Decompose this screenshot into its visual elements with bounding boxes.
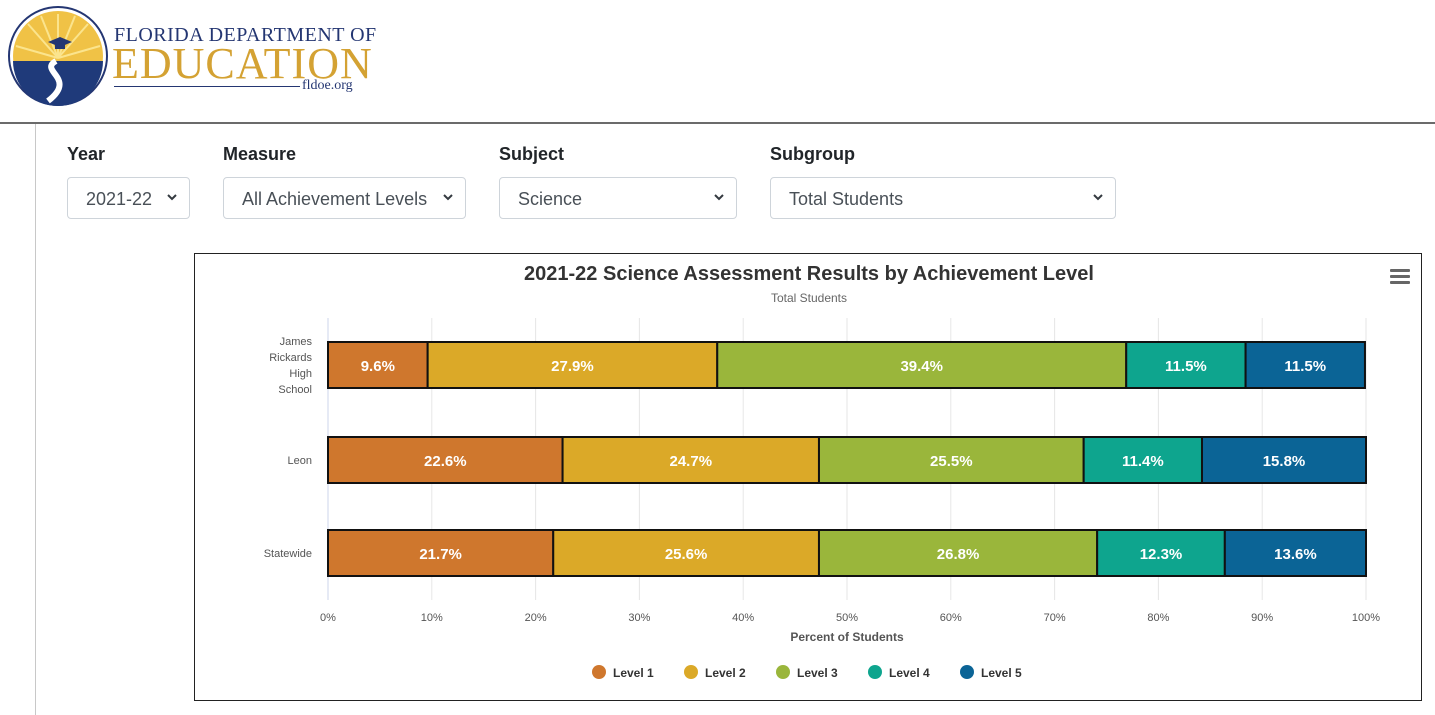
- subgroup-label: Subgroup: [770, 144, 855, 164]
- subgroup-select[interactable]: Total Students: [770, 177, 1116, 219]
- logo-title-line2: EDUCATION: [112, 39, 373, 88]
- data-label: 25.5%: [930, 453, 973, 470]
- bar-segment[interactable]: [1244, 341, 1366, 389]
- legend-label: Level 1: [613, 666, 654, 680]
- logo-divider: [114, 86, 300, 87]
- data-label: 27.9%: [551, 358, 594, 375]
- data-label: 11.4%: [1122, 453, 1164, 470]
- bar-segment[interactable]: [1125, 341, 1247, 389]
- chevron-down-icon: [167, 194, 177, 201]
- x-tick-label: 50%: [836, 612, 858, 624]
- legend-marker: [868, 665, 882, 679]
- x-tick-label: 100%: [1352, 612, 1380, 624]
- legend-item[interactable]: Level 1: [592, 665, 654, 680]
- bar-segment[interactable]: [817, 436, 1085, 484]
- data-label: 25.6%: [665, 546, 708, 563]
- x-tick-label: 30%: [628, 612, 650, 624]
- bar-segment[interactable]: [1200, 436, 1367, 484]
- year-select-value: 2021-22: [86, 189, 153, 209]
- data-label: 39.4%: [900, 358, 943, 375]
- bar-segment[interactable]: [716, 341, 1128, 389]
- legend-item[interactable]: Level 3: [776, 665, 838, 680]
- x-tick-label: 0%: [320, 612, 336, 624]
- left-divider: [35, 124, 36, 715]
- measure-label: Measure: [223, 144, 297, 164]
- chart-menu-icon[interactable]: [1390, 269, 1410, 285]
- bar-segment[interactable]: [1082, 436, 1203, 484]
- bar-segment[interactable]: [327, 436, 564, 484]
- data-label: 11.5%: [1165, 358, 1207, 375]
- florida-seal-icon: [8, 6, 108, 106]
- legend-label: Level 5: [981, 666, 1022, 680]
- legend-item[interactable]: Level 2: [684, 665, 746, 680]
- data-label: 26.8%: [937, 546, 980, 563]
- data-label: 22.6%: [424, 453, 467, 470]
- category-label: James Rickards High School: [269, 336, 312, 396]
- subject-select-value: Science: [518, 189, 583, 209]
- data-label: 9.6%: [361, 358, 395, 375]
- year-select[interactable]: 2021-22: [67, 177, 190, 219]
- data-label: 21.7%: [419, 546, 462, 563]
- data-label: 15.8%: [1263, 453, 1306, 470]
- x-axis-title: Percent of Students: [790, 630, 904, 644]
- fldoe-logo[interactable]: FLORIDA DEPARTMENT OF EDUCATION fldoe.or…: [8, 6, 376, 106]
- bar-segment[interactable]: [552, 529, 820, 577]
- x-tick-label: 80%: [1147, 612, 1169, 624]
- bar-segment[interactable]: [327, 529, 555, 577]
- x-tick-label: 70%: [1044, 612, 1066, 624]
- legend-marker: [960, 665, 974, 679]
- legend-label: Level 4: [889, 666, 930, 680]
- legend-item[interactable]: Level 5: [960, 665, 1022, 680]
- subgroup-select-value: Total Students: [789, 189, 904, 209]
- chart-subtitle: Total Students: [771, 291, 847, 305]
- legend-marker: [684, 665, 698, 679]
- logo-title-line1: FLORIDA DEPARTMENT OF: [114, 24, 377, 46]
- x-tick-label: 90%: [1251, 612, 1273, 624]
- x-tick-label: 20%: [525, 612, 547, 624]
- bar-segment[interactable]: [1223, 529, 1368, 577]
- data-label: 24.7%: [670, 453, 713, 470]
- legend-label: Level 2: [705, 666, 746, 680]
- logo-url: fldoe.org: [302, 78, 353, 93]
- chevron-down-icon: [714, 194, 724, 201]
- x-tick-label: 60%: [940, 612, 962, 624]
- year-label: Year: [67, 144, 106, 164]
- category-label: Statewide: [264, 548, 312, 560]
- legend-label: Level 3: [797, 666, 838, 680]
- data-label: 13.6%: [1274, 546, 1317, 563]
- legend-marker: [776, 665, 790, 679]
- data-label: 11.5%: [1284, 358, 1326, 375]
- legend-item[interactable]: Level 4: [868, 665, 930, 680]
- bar-segment[interactable]: [561, 436, 820, 484]
- site-header: FLORIDA DEPARTMENT OF EDUCATION fldoe.or…: [0, 0, 1435, 124]
- category-label: Leon: [288, 455, 312, 467]
- x-tick-label: 40%: [732, 612, 754, 624]
- data-label: 12.3%: [1140, 546, 1183, 563]
- bar-segment[interactable]: [426, 341, 719, 389]
- x-tick-label: 10%: [421, 612, 443, 624]
- measure-select[interactable]: All Achievement Levels: [223, 177, 466, 219]
- chevron-down-icon: [443, 194, 453, 201]
- bar-segment[interactable]: [327, 341, 429, 389]
- measure-select-value: All Achievement Levels: [242, 189, 428, 209]
- chart-title: 2021-22 Science Assessment Results by Ac…: [524, 263, 1094, 285]
- subject-label: Subject: [499, 144, 565, 164]
- bar-segment[interactable]: [817, 529, 1099, 577]
- subject-select[interactable]: Science: [499, 177, 737, 219]
- legend-marker: [592, 665, 606, 679]
- chevron-down-icon: [1093, 194, 1103, 201]
